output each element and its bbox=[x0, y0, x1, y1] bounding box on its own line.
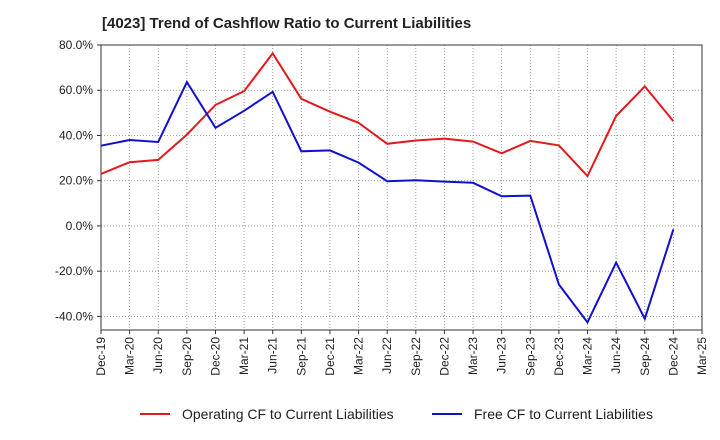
x-tick-label: Dec-21 bbox=[323, 337, 337, 376]
chart-title: [4023] Trend of Cashflow Ratio to Curren… bbox=[102, 15, 472, 32]
x-tick-label: Jun-24 bbox=[609, 337, 623, 374]
y-tick-label: -40.0% bbox=[55, 309, 93, 323]
x-axis-ticks: Dec-19 Mar-20 Jun-20 Sep-20 Dec-20 Mar-21 Jun-… bbox=[94, 330, 709, 376]
series-layer bbox=[100, 51, 675, 325]
x-tick-label: Jun-23 bbox=[495, 337, 509, 374]
x-tick-label: Dec-19 bbox=[94, 337, 108, 376]
y-tick-label: 0.0% bbox=[66, 219, 94, 233]
legend-label: Free CF to Current Liabilities bbox=[474, 406, 653, 422]
x-tick-label: Dec-23 bbox=[552, 337, 566, 376]
x-tick-label: Sep-22 bbox=[409, 337, 423, 376]
legend-label: Operating CF to Current Liabilities bbox=[182, 406, 394, 422]
x-tick-label: Jun-20 bbox=[151, 337, 165, 374]
y-tick-label: 80.0% bbox=[59, 38, 93, 52]
x-tick-label: Mar-24 bbox=[581, 337, 595, 375]
y-axis-ticks: 80.0% 60.0% 40.0% 20.0% 0.0% -20.0% -40.0% bbox=[55, 38, 101, 323]
x-tick-label: Mar-21 bbox=[237, 337, 251, 375]
legend: Operating CF to Current Liabilities Free … bbox=[140, 406, 653, 422]
plot-frame bbox=[100, 44, 703, 331]
y-tick-label: 60.0% bbox=[59, 83, 93, 97]
x-tick-label: Mar-25 bbox=[695, 337, 709, 375]
x-tick-label: Dec-22 bbox=[437, 337, 451, 376]
x-tick-label: Sep-21 bbox=[294, 337, 308, 376]
y-tick-label: 20.0% bbox=[59, 174, 93, 188]
x-tick-label: Dec-20 bbox=[208, 337, 222, 376]
x-tick-label: Jun-22 bbox=[380, 337, 394, 374]
x-tick-label: Mar-20 bbox=[123, 337, 137, 375]
x-tick-label: Jun-21 bbox=[266, 337, 280, 374]
y-tick-label: -20.0% bbox=[55, 264, 93, 278]
x-tick-label: Mar-22 bbox=[352, 337, 366, 375]
y-tick-label: 40.0% bbox=[59, 128, 93, 142]
x-tick-label: Sep-23 bbox=[523, 337, 537, 376]
x-tick-label: Sep-24 bbox=[638, 337, 652, 376]
x-tick-label: Sep-20 bbox=[180, 337, 194, 376]
series-line-free-cf bbox=[100, 80, 675, 325]
x-tick-label: Dec-24 bbox=[666, 337, 680, 376]
series-line-operating-cf bbox=[100, 51, 675, 178]
x-tick-label: Mar-23 bbox=[466, 337, 480, 375]
